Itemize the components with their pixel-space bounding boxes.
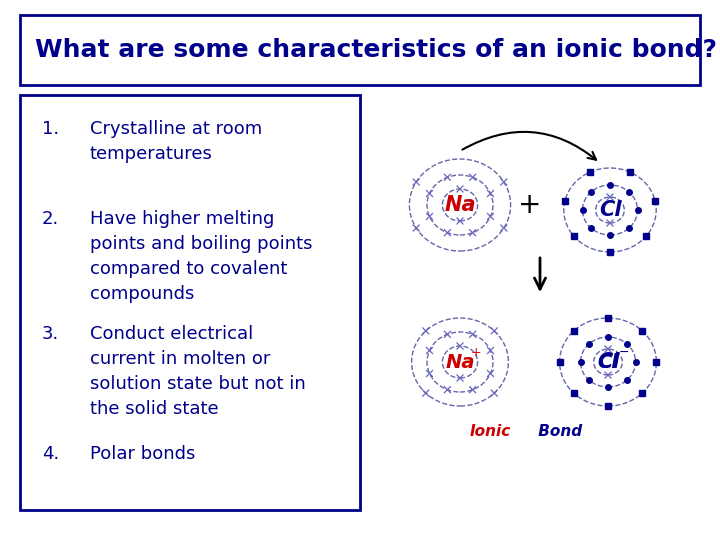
- Text: 1.: 1.: [42, 120, 59, 138]
- Text: Cl: Cl: [599, 200, 621, 220]
- Text: +: +: [471, 346, 481, 359]
- Text: Bond: Bond: [533, 424, 582, 440]
- Text: Cl: Cl: [597, 352, 619, 372]
- Text: −: −: [618, 346, 629, 359]
- Text: 3.: 3.: [42, 325, 59, 343]
- Text: Conduct electrical
current in molten or
solution state but not in
the solid stat: Conduct electrical current in molten or …: [90, 325, 306, 418]
- Text: +: +: [518, 191, 541, 219]
- Text: Have higher melting
points and boiling points
compared to covalent
compounds: Have higher melting points and boiling p…: [90, 210, 312, 303]
- Text: Na: Na: [444, 195, 476, 215]
- Text: 4.: 4.: [42, 445, 59, 463]
- Text: Na: Na: [445, 353, 474, 372]
- Text: What are some characteristics of an ionic bond?: What are some characteristics of an ioni…: [35, 38, 717, 62]
- FancyArrowPatch shape: [462, 132, 596, 160]
- Text: Ionic: Ionic: [469, 424, 510, 440]
- Text: Crystalline at room
temperatures: Crystalline at room temperatures: [90, 120, 262, 163]
- Bar: [20, 15, 700, 85]
- Text: 2.: 2.: [42, 210, 59, 228]
- Bar: [20, 95, 360, 510]
- Text: Cl: Cl: [598, 353, 618, 372]
- Text: Polar bonds: Polar bonds: [90, 445, 195, 463]
